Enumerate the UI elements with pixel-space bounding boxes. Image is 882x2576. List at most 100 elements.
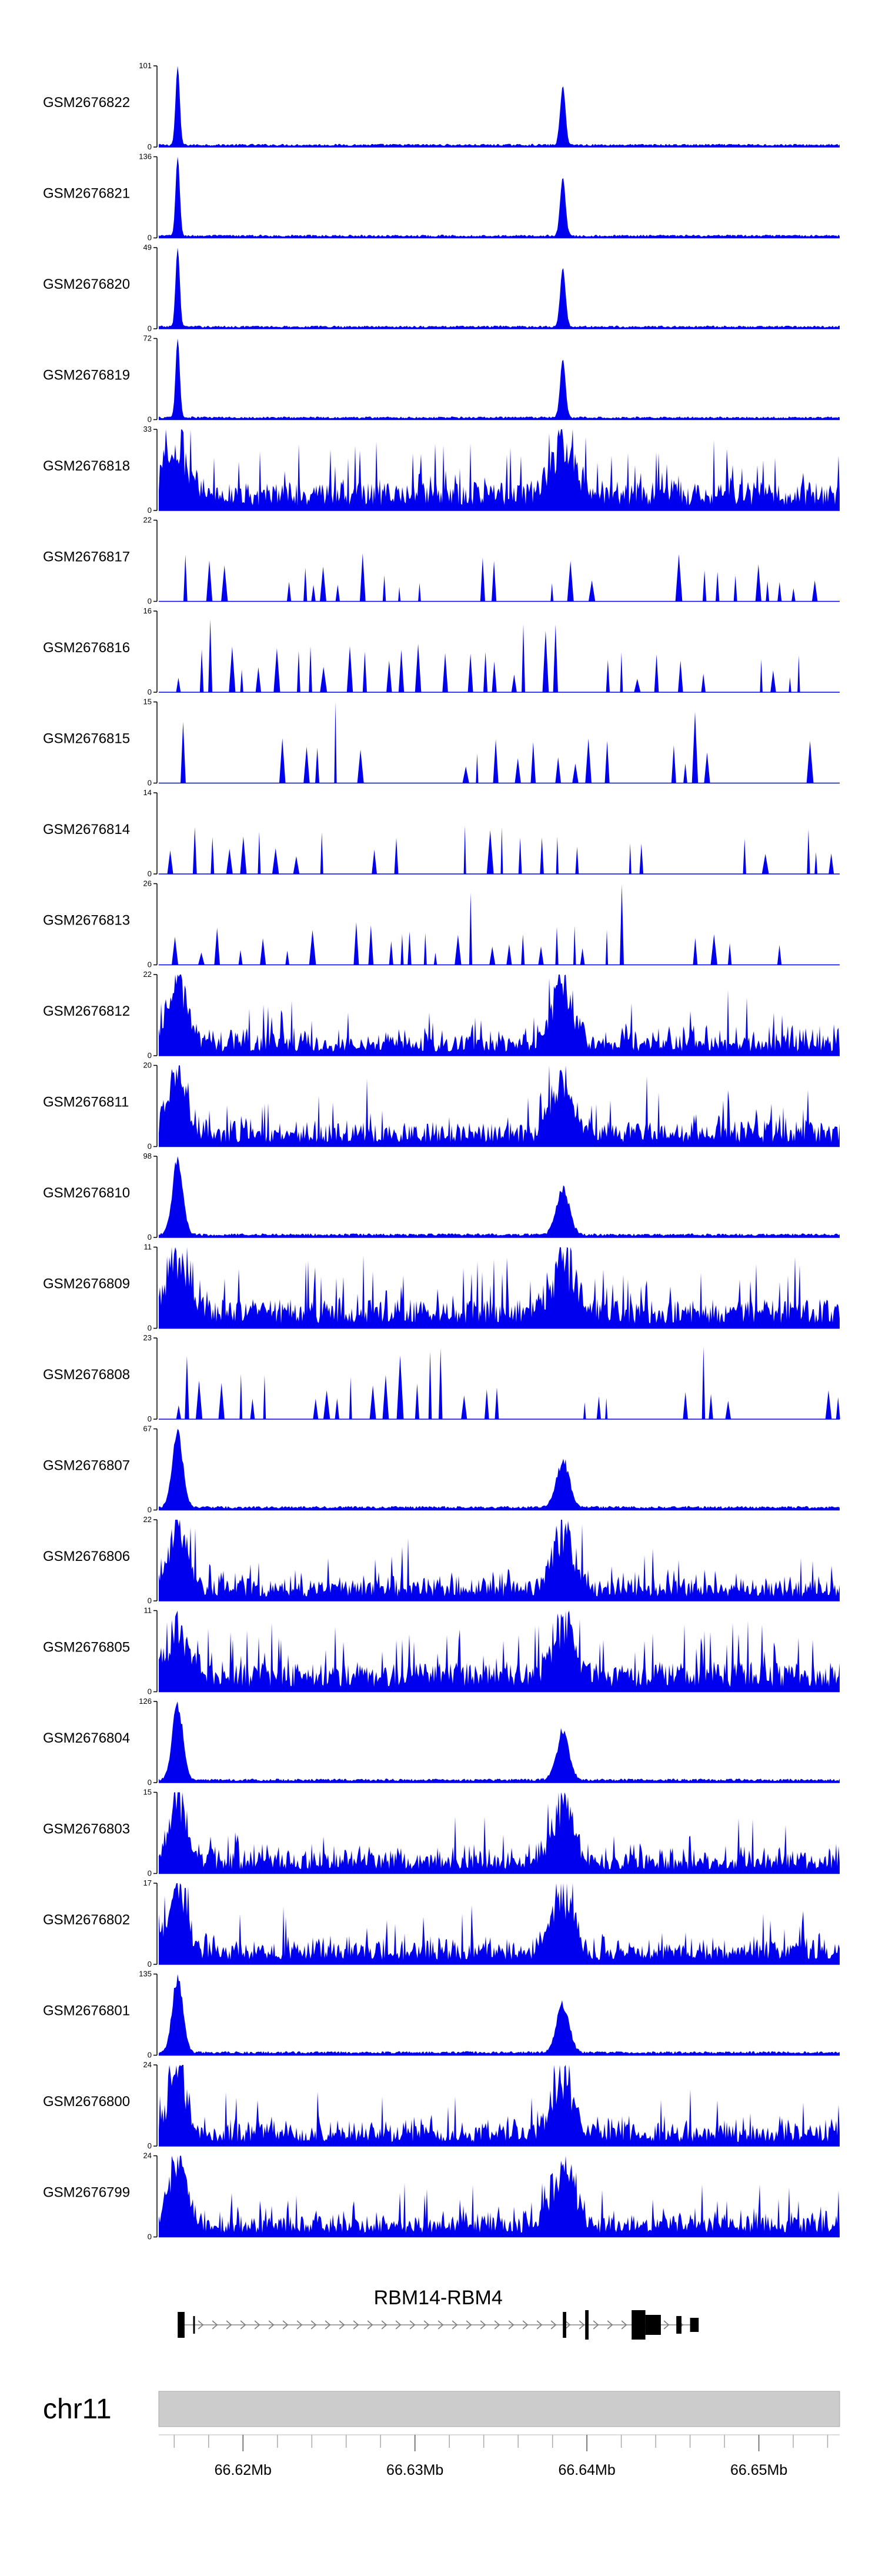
strand-arrow	[508, 2320, 514, 2330]
y-min-label: 0	[148, 1687, 152, 1696]
chromosome-ideogram: chr11 66.62Mb 66.63Mb 66.64Mb 66.65Mb	[43, 2391, 840, 2478]
exon-block	[178, 2312, 185, 2338]
y-max-label: 15	[143, 1788, 152, 1797]
strand-arrow	[226, 2320, 232, 2330]
strand-arrow	[367, 2320, 373, 2330]
track-label: GSM2676800	[43, 2094, 130, 2110]
gene-name-label: RBM14-RBM4	[374, 2287, 503, 2309]
track-label: GSM2676812	[43, 1003, 130, 1019]
track-label: GSM2676807	[43, 1458, 130, 1474]
y-max-label: 67	[143, 1424, 152, 1433]
y-max-label: 24	[143, 2060, 152, 2069]
signal-area	[159, 1610, 840, 1692]
track-label: GSM2676808	[43, 1367, 130, 1383]
strand-arrow	[550, 2320, 557, 2330]
strand-arrow	[381, 2320, 387, 2330]
y-max-label: 22	[143, 970, 152, 979]
signal-area	[159, 1156, 840, 1237]
track-label: GSM2676803	[43, 1821, 130, 1837]
y-min-label: 0	[148, 2051, 152, 2060]
y-min-label: 0	[148, 1414, 152, 1423]
strand-arrow	[621, 2320, 627, 2330]
track-GSM2676812: GSM2676812 22 0	[43, 970, 840, 1060]
y-min-label: 0	[148, 2233, 152, 2241]
y-min-label: 0	[148, 1324, 152, 1333]
track-GSM2676803: GSM2676803 15 0	[43, 1788, 840, 1878]
ideogram-band	[158, 2391, 840, 2427]
y-max-label: 126	[139, 1697, 152, 1706]
signal-area	[159, 975, 840, 1056]
y-max-label: 135	[139, 1970, 152, 1978]
strand-arrow	[607, 2320, 613, 2330]
exon-block	[585, 2310, 589, 2340]
track-label: GSM2676815	[43, 731, 130, 747]
genome-tick-label: 66.63Mb	[386, 2462, 443, 2478]
signal-area	[159, 826, 840, 874]
strand-arrow	[198, 2320, 204, 2330]
y-max-label: 33	[143, 425, 152, 433]
track-label: GSM2676805	[43, 1640, 130, 1656]
y-max-label: 20	[143, 1061, 152, 1070]
track-label: GSM2676822	[43, 95, 130, 111]
track-label: GSM2676817	[43, 549, 130, 565]
y-max-label: 24	[143, 2151, 152, 2160]
y-max-label: 11	[144, 1243, 152, 1252]
signal-area	[159, 1520, 840, 1601]
y-max-label: 101	[139, 61, 152, 70]
strand-arrow	[423, 2320, 430, 2330]
strand-arrow	[536, 2320, 543, 2330]
track-label: GSM2676820	[43, 276, 130, 292]
track-GSM2676821: GSM2676821 136 0	[43, 152, 840, 242]
y-min-label: 0	[148, 1960, 152, 1968]
track-label: GSM2676816	[43, 640, 130, 656]
track-GSM2676820: GSM2676820 49 0	[43, 243, 840, 333]
strand-arrow	[310, 2320, 317, 2330]
strand-arrow	[268, 2320, 275, 2330]
track-GSM2676813: GSM2676813 26 0	[43, 879, 840, 969]
y-min-label: 0	[148, 1506, 152, 1514]
y-min-label: 0	[148, 960, 152, 969]
signal-area	[159, 1065, 840, 1147]
y-min-label: 0	[148, 1233, 152, 1242]
signal-area	[159, 1346, 840, 1419]
strand-arrow	[579, 2320, 585, 2330]
track-GSM2676822: GSM2676822 101 0	[43, 61, 840, 151]
strand-arrow	[452, 2320, 458, 2330]
strand-arrow	[353, 2320, 359, 2330]
y-min-label: 0	[148, 2141, 152, 2150]
y-min-label: 0	[148, 324, 152, 333]
track-label: GSM2676813	[43, 913, 130, 929]
y-max-label: 136	[139, 152, 152, 161]
signal-area	[159, 1974, 840, 2056]
strand-arrow	[282, 2320, 289, 2330]
strand-arrow	[466, 2320, 472, 2330]
y-min-label: 0	[148, 869, 152, 878]
y-min-label: 0	[148, 1869, 152, 1878]
strand-arrow	[395, 2320, 402, 2330]
signal-area	[159, 1792, 840, 1874]
y-max-label: 16	[143, 606, 152, 615]
exon-block	[193, 2316, 195, 2334]
y-min-label: 0	[148, 142, 152, 151]
track-GSM2676804: GSM2676804 126 0	[43, 1697, 840, 1787]
track-label: GSM2676801	[43, 2003, 130, 2019]
strand-arrow	[296, 2320, 303, 2330]
exon-block	[690, 2318, 699, 2332]
track-GSM2676818: GSM2676818 33 0	[43, 425, 840, 515]
signal-area	[159, 156, 840, 238]
y-max-label: 49	[143, 243, 152, 252]
signal-area	[159, 2155, 840, 2237]
track-GSM2676817: GSM2676817 22 0	[43, 516, 840, 606]
y-max-label: 26	[143, 879, 152, 888]
y-min-label: 0	[148, 779, 152, 788]
exon-block	[632, 2310, 646, 2340]
y-min-label: 0	[148, 233, 152, 242]
track-GSM2676805: GSM2676805 11 0	[43, 1606, 840, 1696]
y-min-label: 0	[148, 1142, 152, 1151]
genome-tick-label: 66.65Mb	[730, 2462, 787, 2478]
track-GSM2676810: GSM2676810 98 0	[43, 1152, 840, 1242]
y-min-label: 0	[148, 597, 152, 606]
y-min-label: 0	[148, 415, 152, 424]
track-label: GSM2676810	[43, 1185, 130, 1201]
